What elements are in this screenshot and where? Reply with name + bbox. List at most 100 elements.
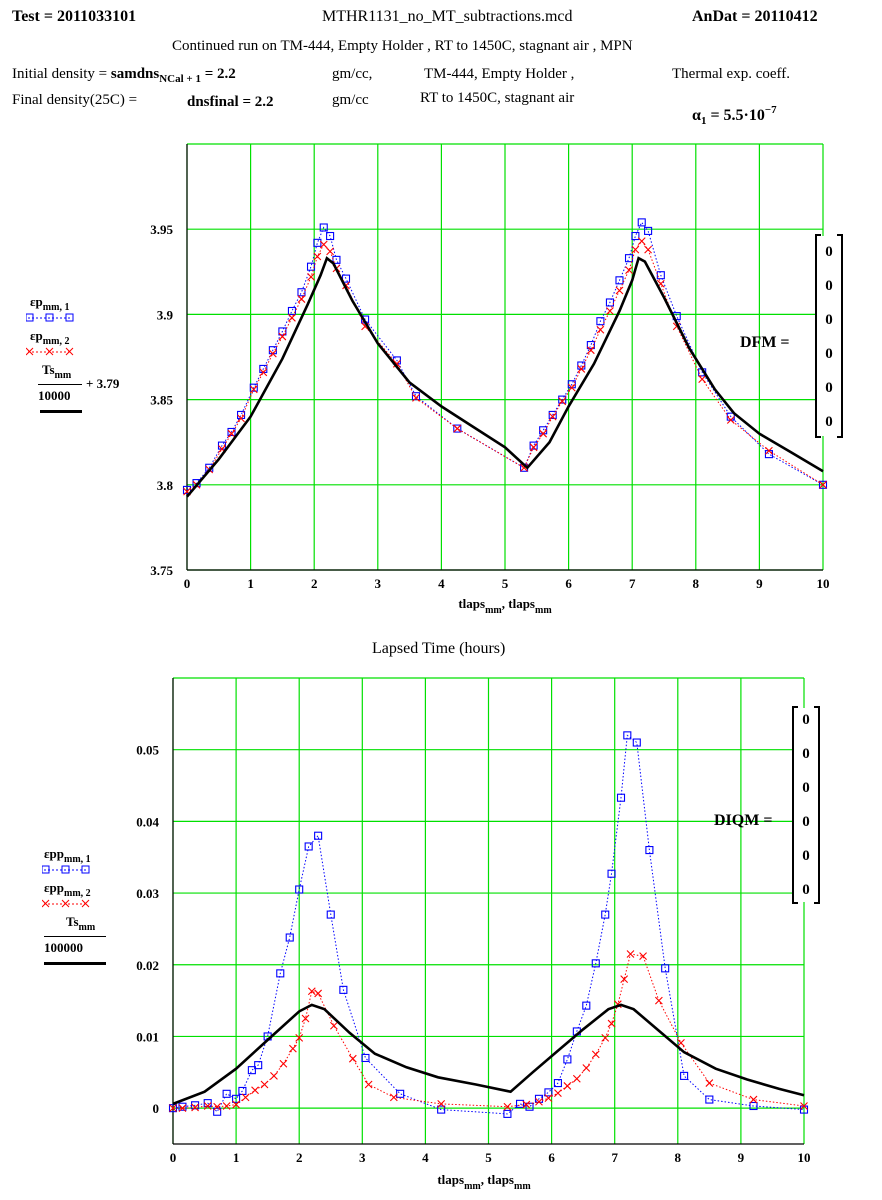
x-tick-label: 9 bbox=[756, 576, 763, 591]
continued-run-note: Continued run on TM-444, Empty Holder , … bbox=[172, 38, 633, 54]
y-tick-label: 0.03 bbox=[136, 886, 159, 901]
data-point bbox=[624, 254, 634, 263]
matrix-cell: 0 bbox=[825, 414, 833, 430]
chart-2-series bbox=[168, 731, 809, 1118]
x-tick-label: 9 bbox=[738, 1150, 745, 1165]
initial-density-variable: samdns bbox=[110, 66, 160, 82]
data-point bbox=[698, 375, 707, 384]
legend-fraction-bar bbox=[44, 936, 106, 937]
data-point bbox=[606, 307, 614, 315]
legend-swatch-blue-squares bbox=[42, 865, 90, 874]
data-point bbox=[522, 1100, 531, 1109]
data-point bbox=[539, 429, 548, 438]
data-point bbox=[632, 738, 641, 747]
x-tick-label: 2 bbox=[311, 576, 318, 591]
data-point bbox=[800, 1102, 808, 1110]
y-tick-label: 3.85 bbox=[150, 393, 173, 408]
alpha-exponent: −7 bbox=[764, 104, 777, 116]
legend-item-series-3: Tsmm 100000 bbox=[20, 914, 140, 974]
legend-item-series-3: Tsmm 10000 + 3.79 bbox=[20, 362, 140, 422]
legend-swatch-red-crosses bbox=[42, 899, 90, 908]
data-point bbox=[544, 1088, 553, 1097]
data-point bbox=[285, 933, 294, 942]
data-point bbox=[644, 245, 652, 254]
data-point bbox=[295, 885, 304, 894]
matrix-cell: 0 bbox=[825, 278, 833, 294]
final-density-value: = 2.2 bbox=[242, 94, 274, 110]
initial-density-prefix: Initial density = bbox=[12, 66, 111, 82]
chart-1-ticks: 0 1 2 3 4 5 6 7 8 9 10 3.75 3.8 3.85 3.9 3.95 bbox=[150, 222, 829, 591]
legend-item-series-2: εpmm, 2 bbox=[20, 328, 140, 362]
data-point bbox=[326, 910, 335, 919]
y-tick-label: 0.05 bbox=[136, 743, 159, 758]
legend-swatch-black-line bbox=[44, 962, 106, 965]
data-point bbox=[178, 1104, 187, 1113]
alpha-expression: α1 = 5.5·10−7 bbox=[692, 104, 777, 127]
data-point bbox=[254, 1061, 263, 1070]
data-point bbox=[260, 1080, 269, 1089]
data-point bbox=[637, 218, 646, 227]
worksheet-filename: MTHR1131_no_MT_subtractions.mcd bbox=[322, 8, 573, 25]
data-point bbox=[503, 1109, 512, 1118]
data-point bbox=[348, 1054, 357, 1063]
chart-2-grid bbox=[172, 677, 805, 1145]
data-point bbox=[222, 1102, 231, 1110]
data-point bbox=[297, 295, 306, 303]
initial-density-unit: gm/cc, bbox=[332, 66, 373, 82]
y-tick-label: 3.95 bbox=[150, 222, 173, 237]
legend-label: εppmm, 2 bbox=[44, 880, 91, 899]
matrix-cell: 0 bbox=[825, 346, 833, 362]
data-point bbox=[749, 1101, 758, 1111]
x-tick-label: 0 bbox=[184, 576, 191, 591]
data-point bbox=[392, 359, 401, 368]
data-point bbox=[631, 231, 640, 241]
data-point bbox=[332, 255, 341, 264]
data-point bbox=[278, 332, 287, 341]
data-point bbox=[297, 288, 306, 297]
data-point bbox=[582, 1064, 591, 1072]
x-tick-label: 0 bbox=[170, 1150, 177, 1165]
data-point bbox=[616, 793, 626, 802]
data-point bbox=[227, 427, 236, 437]
y-tick-label: 0.02 bbox=[136, 958, 159, 973]
data-point bbox=[586, 346, 595, 355]
data-point bbox=[631, 245, 640, 254]
data-point bbox=[515, 1099, 525, 1108]
initial-density-value: = 2.2 bbox=[200, 66, 236, 82]
data-point bbox=[544, 1094, 553, 1103]
data-point bbox=[389, 1093, 398, 1102]
data-point bbox=[247, 1066, 256, 1075]
legend-label: εpmm, 1 bbox=[30, 294, 70, 313]
data-point bbox=[304, 842, 313, 851]
data-point bbox=[529, 443, 538, 452]
chart-2-legend: εppmm, 1 εppmm, 2 Tsmm 100000 bbox=[20, 846, 140, 974]
data-point bbox=[553, 1079, 562, 1088]
data-point bbox=[412, 394, 420, 402]
legend-denominator: 10000 bbox=[38, 388, 71, 403]
data-point bbox=[764, 450, 773, 459]
data-point bbox=[191, 1103, 199, 1112]
data-point bbox=[288, 313, 296, 322]
data-point bbox=[654, 996, 663, 1005]
data-point bbox=[307, 273, 315, 281]
data-point bbox=[607, 1019, 616, 1028]
legend-swatch-blue-squares bbox=[26, 313, 74, 322]
data-point bbox=[639, 952, 647, 961]
data-point bbox=[582, 1001, 591, 1010]
data-point bbox=[548, 412, 557, 421]
matrix-cell: 0 bbox=[802, 780, 810, 796]
legend-fraction-bar bbox=[38, 384, 82, 385]
legend-item-series-1: εpmm, 1 bbox=[20, 294, 140, 328]
data-point bbox=[453, 424, 462, 433]
data-point bbox=[819, 480, 827, 489]
x-tick-label: 3 bbox=[359, 1150, 366, 1165]
x-tick-label: 7 bbox=[611, 1150, 618, 1165]
dfm-matrix: 0 0 0 0 0 0 bbox=[815, 234, 843, 438]
series-line bbox=[186, 256, 824, 498]
data-point bbox=[178, 1102, 187, 1111]
data-point bbox=[268, 349, 277, 358]
data-point bbox=[289, 1044, 297, 1053]
data-point bbox=[749, 1095, 758, 1104]
legend-label: Tsmm bbox=[42, 362, 72, 381]
diqm-matrix: 0 0 0 0 0 0 bbox=[792, 706, 820, 904]
